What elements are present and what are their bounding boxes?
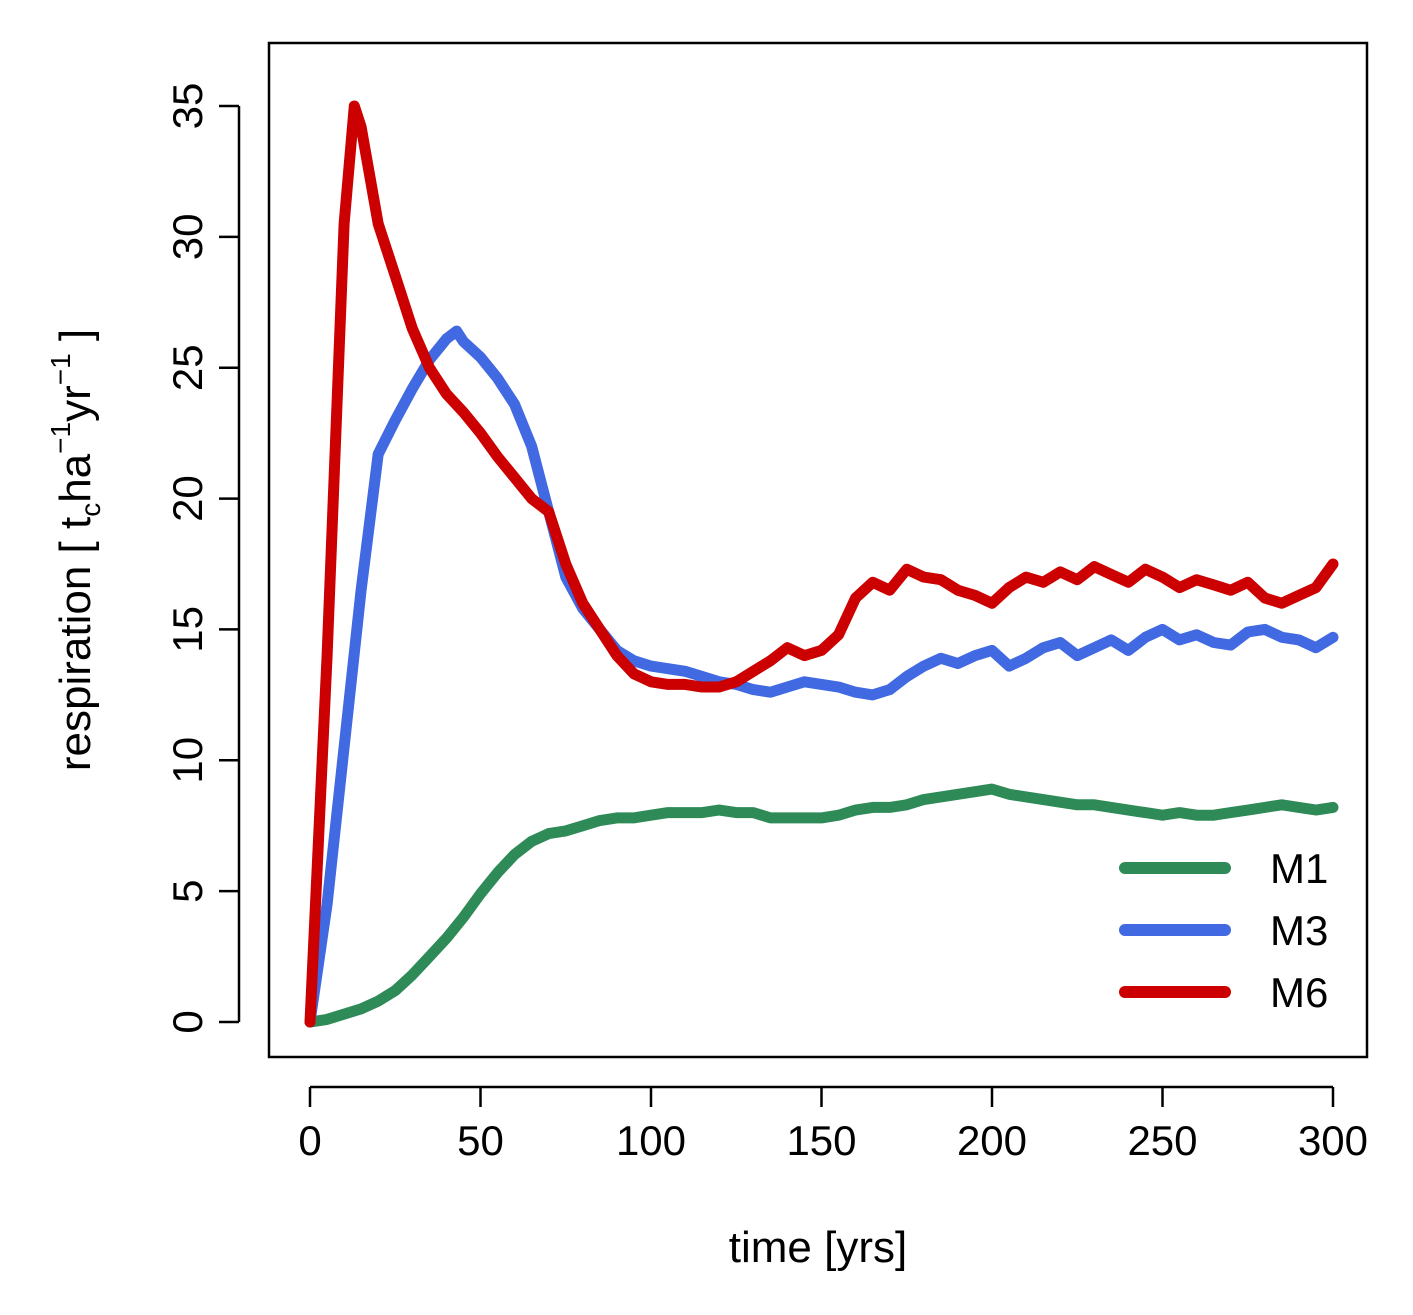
legend-label-m3: M3 xyxy=(1270,907,1328,954)
x-tick-label: 50 xyxy=(457,1117,504,1164)
x-tick-label: 100 xyxy=(616,1117,686,1164)
series-line-m3 xyxy=(304,325,1339,1028)
series-layer xyxy=(304,100,1339,1028)
x-tick-label: 250 xyxy=(1127,1117,1197,1164)
x-tick-label: 300 xyxy=(1298,1117,1368,1164)
x-axis: 0 50 100 150 200 250 300 xyxy=(298,1085,1368,1164)
y-tick-label: 30 xyxy=(164,213,211,260)
y-tick-label: 5 xyxy=(164,879,211,902)
y-axis-title-sup1: −1 xyxy=(45,422,76,454)
legend: M1 M3 M6 xyxy=(1119,845,1328,1016)
y-tick-label: 15 xyxy=(164,606,211,653)
y-tick-label: 25 xyxy=(164,344,211,391)
series-line-m6 xyxy=(304,100,1339,1028)
series-line-m1 xyxy=(304,783,1339,1028)
plot-frame xyxy=(267,41,1369,1059)
legend-label-m1: M1 xyxy=(1270,845,1328,892)
y-tick-label: 10 xyxy=(164,737,211,784)
y-axis-title: respiration [ tcha−1yr−1 ] xyxy=(45,329,106,771)
legend-label-m6: M6 xyxy=(1270,969,1328,1016)
y-axis-title-mid: ha xyxy=(51,453,100,502)
x-tick-label: 150 xyxy=(786,1117,856,1164)
y-axis-title-sub: c xyxy=(75,503,106,517)
y-tick-label: 0 xyxy=(164,1010,211,1033)
y-axis-title-mid2: yr xyxy=(51,385,100,422)
y-tick-label: 20 xyxy=(164,475,211,522)
x-tick-label: 0 xyxy=(298,1117,321,1164)
y-tick-label: 35 xyxy=(164,83,211,130)
x-axis-title: time [yrs] xyxy=(729,1223,907,1272)
y-axis: 0 5 10 15 20 25 30 35 xyxy=(164,83,241,1034)
x-tick-label: 200 xyxy=(957,1117,1027,1164)
y-axis-title-prefix: respiration [ t xyxy=(51,517,100,771)
y-axis-title-sup2: −1 xyxy=(45,353,76,385)
y-axis-title-suffix: ] xyxy=(51,329,100,353)
